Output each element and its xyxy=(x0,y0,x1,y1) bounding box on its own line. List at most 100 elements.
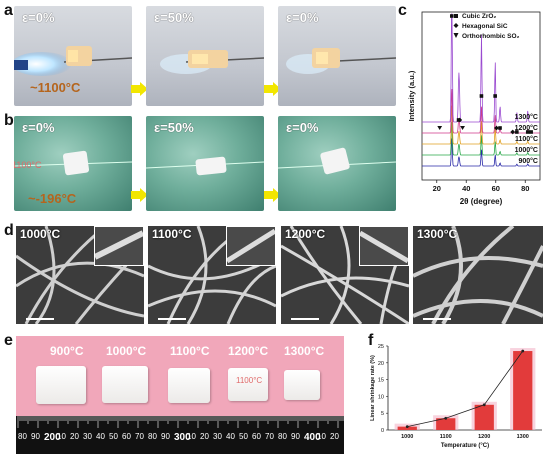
panel-a-temperature: ~1100°C xyxy=(30,80,81,95)
peak-marker-diamond xyxy=(494,125,499,131)
bar xyxy=(513,351,533,430)
x-tick-label: 80 xyxy=(521,184,529,193)
x-tick-label: 1100 xyxy=(440,434,452,440)
xrd-series-line xyxy=(422,138,540,167)
panel-a-strain-1: ε=0% xyxy=(22,10,55,25)
cube-label-1000: 1000°C xyxy=(106,344,147,358)
legend-label: Hexagonal SiC xyxy=(462,23,508,30)
panel-b-strain-3: ε=0% xyxy=(286,120,319,135)
panel-a-photo-3: ε=0% xyxy=(278,6,396,106)
panel-b-temperature: ~-196°C xyxy=(28,191,77,206)
y-tick-label: 10 xyxy=(378,394,384,400)
ruler-number: 40 xyxy=(96,432,105,441)
y-axis-label: Linear shrinkage rate (%) xyxy=(370,355,376,421)
x-tick-label: 20 xyxy=(433,184,441,193)
y-tick-label: 15 xyxy=(378,378,384,384)
ruler-number: 300 xyxy=(174,432,191,443)
x-axis-label: 2θ (degree) xyxy=(460,197,503,206)
cube-label-1200: 1200°C xyxy=(228,344,269,358)
sem-label-1200: 1200°C xyxy=(285,227,326,241)
trend-line xyxy=(407,350,524,428)
panel-b-faint-label: 1100°C xyxy=(14,160,42,170)
peak-marker-triangle xyxy=(460,126,465,130)
panel-b-label: b xyxy=(4,112,14,129)
panel-b-photo-2: ε=50% xyxy=(146,116,264,211)
sem-image-1300: 1300°C xyxy=(413,226,543,324)
y-tick-label: 5 xyxy=(381,411,384,417)
ruler-number: 30 xyxy=(83,432,92,441)
bar xyxy=(436,418,456,430)
ruler-number: 40 xyxy=(226,432,235,441)
ruler-number: 30 xyxy=(213,432,222,441)
xrd-series-line xyxy=(422,105,540,145)
bar xyxy=(474,404,494,430)
scale-bar xyxy=(423,318,451,320)
ruler-number: 50 xyxy=(239,432,248,441)
sem-image-1000: 1000°C xyxy=(16,226,144,324)
cube-1000 xyxy=(102,366,148,403)
cube-label-900: 900°C xyxy=(50,344,84,358)
scale-bar xyxy=(158,318,186,320)
legend-marker xyxy=(453,23,459,28)
trend-point xyxy=(482,403,486,407)
y-tick-label: 25 xyxy=(378,344,384,350)
ruler: 80 90 200 10 20 30 40 50 60 70 80 90 300 10 20 30 40 50 60… xyxy=(16,416,344,454)
peak-marker-triangle xyxy=(437,126,443,130)
ruler-number: 60 xyxy=(122,432,131,441)
cube-1100 xyxy=(168,368,210,403)
trend-point xyxy=(444,416,448,420)
xrd-series-line xyxy=(422,121,540,156)
sem-label-1100: 1100°C xyxy=(152,227,192,241)
xrd-chart: 900°C 1000°C 1100°C 1200°C 1300°C Cubic ZrO₂ H… xyxy=(407,11,541,206)
cube-900 xyxy=(36,366,86,404)
scale-bar xyxy=(291,318,319,320)
sem-image-1200: 1200°C xyxy=(281,226,409,324)
panel-a-strain-3: ε=0% xyxy=(286,10,319,25)
sem-inset xyxy=(358,226,409,266)
xrd-series-label: 1300°C xyxy=(515,113,538,121)
plot-frame xyxy=(421,11,541,181)
peak-marker-square xyxy=(479,94,484,98)
peak-marker-square xyxy=(449,14,454,18)
x-tick-label: 1000 xyxy=(401,434,413,440)
sem-image-1100: 1100°C xyxy=(148,226,276,324)
peak-marker-square xyxy=(515,130,519,134)
ruler-number: 20 xyxy=(70,432,79,441)
peak-marker-square xyxy=(525,130,530,134)
peak-marker-square xyxy=(529,130,533,134)
panel-b-photo-1: ε=0% 1100°C ~-196°C xyxy=(14,116,132,211)
trend-point xyxy=(405,425,409,429)
peak-marker-square xyxy=(498,126,502,130)
ruler-number: 80 xyxy=(278,432,287,441)
panel-e-photo: 900°C 1000°C 1100°C 1200°C 1300°C 1100°C… xyxy=(16,336,344,454)
sem-label-1000: 1000°C xyxy=(20,227,61,241)
panel-e-label: e xyxy=(4,332,13,349)
xrd-series-label: 1000°C xyxy=(515,146,538,154)
legend-label: Orthorhombic SO₂ xyxy=(462,33,520,40)
legend-marker xyxy=(453,33,459,38)
panel-b-photo-3: ε=0% xyxy=(278,116,396,211)
ruler-number: 50 xyxy=(109,432,118,441)
ruler-number: 70 xyxy=(265,432,274,441)
x-tick-label: 1200 xyxy=(478,434,490,440)
ruler-number: 90 xyxy=(291,432,300,441)
peak-marker-diamond xyxy=(510,129,516,135)
x-tick-label: 40 xyxy=(462,184,470,193)
y-tick-label: 0 xyxy=(381,428,384,434)
ruler-number: 20 xyxy=(330,432,339,441)
y-tick-label: 20 xyxy=(378,361,384,367)
ruler-number: 10 xyxy=(317,432,326,441)
ruler-number: 60 xyxy=(252,432,261,441)
shrinkage-bar-chart: 0 5 10 15 20 25 1000 1100 1200 1300 Temperature (°… xyxy=(370,344,542,449)
ruler-number: 70 xyxy=(135,432,144,441)
peak-marker-diamond xyxy=(457,117,463,123)
x-tick-label: 60 xyxy=(492,184,500,193)
panel-d-label: d xyxy=(4,222,14,239)
sem-inset xyxy=(93,226,144,266)
trend-point xyxy=(521,349,525,353)
panel-b-strain-1: ε=0% xyxy=(22,120,55,135)
ruler-number: 80 xyxy=(148,432,157,441)
xrd-series-line xyxy=(422,13,540,123)
sem-label-1300: 1300°C xyxy=(417,227,458,241)
sem-inset xyxy=(225,226,276,266)
